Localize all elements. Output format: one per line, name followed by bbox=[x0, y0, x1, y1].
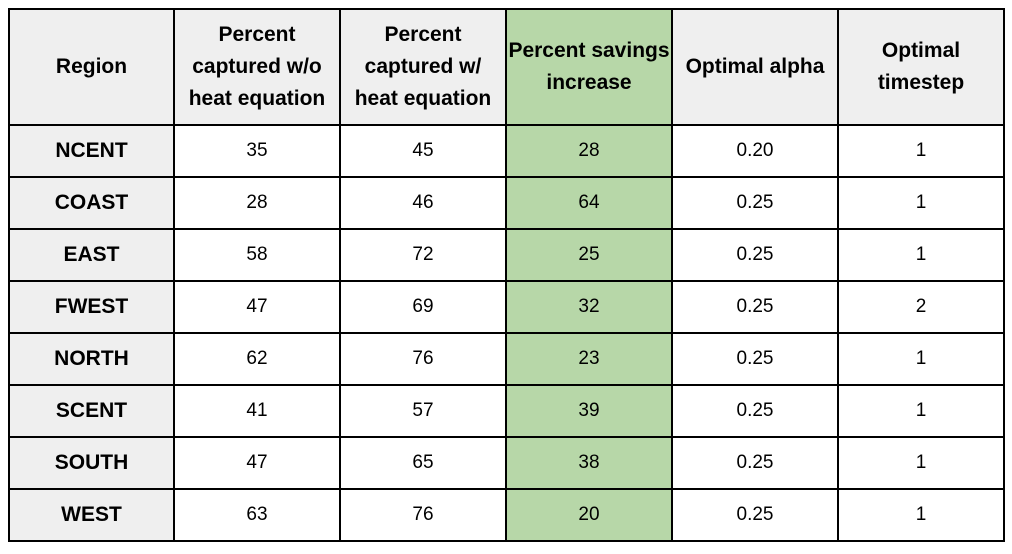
table-row: SCENT 41 57 39 0.25 1 bbox=[8, 384, 1005, 438]
savings-increase-cell: 20 bbox=[505, 488, 673, 542]
savings-increase-cell: 32 bbox=[505, 280, 673, 334]
captured-with-cell: 65 bbox=[339, 436, 507, 490]
captured-with-cell: 46 bbox=[339, 176, 507, 230]
optimal-alpha-cell: 0.25 bbox=[671, 280, 839, 334]
optimal-alpha-cell: 0.25 bbox=[671, 488, 839, 542]
captured-without-cell: 63 bbox=[173, 488, 341, 542]
header-optimal-alpha: Optimal alpha bbox=[671, 8, 839, 126]
captured-without-cell: 58 bbox=[173, 228, 341, 282]
optimal-timestep-cell: 1 bbox=[837, 124, 1005, 178]
region-cell: COAST bbox=[8, 176, 175, 230]
region-cell: SCENT bbox=[8, 384, 175, 438]
optimal-timestep-cell: 2 bbox=[837, 280, 1005, 334]
optimal-timestep-cell: 1 bbox=[837, 176, 1005, 230]
savings-increase-cell: 23 bbox=[505, 332, 673, 386]
captured-without-cell: 62 bbox=[173, 332, 341, 386]
optimal-timestep-cell: 1 bbox=[837, 436, 1005, 490]
savings-increase-cell: 25 bbox=[505, 228, 673, 282]
captured-with-cell: 69 bbox=[339, 280, 507, 334]
captured-without-cell: 41 bbox=[173, 384, 341, 438]
table-row: COAST 28 46 64 0.25 1 bbox=[8, 176, 1005, 230]
region-cell: EAST bbox=[8, 228, 175, 282]
header-row: Region Percent captured w/o heat equatio… bbox=[8, 8, 1005, 126]
header-optimal-timestep: Optimal timestep bbox=[837, 8, 1005, 126]
region-cell: SOUTH bbox=[8, 436, 175, 490]
optimal-timestep-cell: 1 bbox=[837, 384, 1005, 438]
table-row: NORTH 62 76 23 0.25 1 bbox=[8, 332, 1005, 386]
captured-without-cell: 28 bbox=[173, 176, 341, 230]
captured-with-cell: 72 bbox=[339, 228, 507, 282]
table-row: WEST 63 76 20 0.25 1 bbox=[8, 488, 1005, 542]
savings-increase-cell: 39 bbox=[505, 384, 673, 438]
optimal-alpha-cell: 0.20 bbox=[671, 124, 839, 178]
region-cell: NCENT bbox=[8, 124, 175, 178]
table-row: NCENT 35 45 28 0.20 1 bbox=[8, 124, 1005, 178]
savings-increase-cell: 28 bbox=[505, 124, 673, 178]
optimal-alpha-cell: 0.25 bbox=[671, 176, 839, 230]
header-percent-savings-increase: Percent savings increase bbox=[505, 8, 673, 126]
table-row: FWEST 47 69 32 0.25 2 bbox=[8, 280, 1005, 334]
savings-increase-cell: 64 bbox=[505, 176, 673, 230]
optimal-alpha-cell: 0.25 bbox=[671, 332, 839, 386]
captured-without-cell: 35 bbox=[173, 124, 341, 178]
results-table: Region Percent captured w/o heat equatio… bbox=[8, 8, 1005, 542]
region-cell: WEST bbox=[8, 488, 175, 542]
captured-with-cell: 45 bbox=[339, 124, 507, 178]
optimal-timestep-cell: 1 bbox=[837, 228, 1005, 282]
table-row: SOUTH 47 65 38 0.25 1 bbox=[8, 436, 1005, 490]
header-percent-captured-with-heat-equation: Percent captured w/ heat equation bbox=[339, 8, 507, 126]
header-percent-captured-without-heat-equation: Percent captured w/o heat equation bbox=[173, 8, 341, 126]
optimal-timestep-cell: 1 bbox=[837, 332, 1005, 386]
region-cell: NORTH bbox=[8, 332, 175, 386]
captured-with-cell: 76 bbox=[339, 488, 507, 542]
region-cell: FWEST bbox=[8, 280, 175, 334]
header-region: Region bbox=[8, 8, 175, 126]
captured-with-cell: 57 bbox=[339, 384, 507, 438]
optimal-alpha-cell: 0.25 bbox=[671, 228, 839, 282]
captured-without-cell: 47 bbox=[173, 280, 341, 334]
table-row: EAST 58 72 25 0.25 1 bbox=[8, 228, 1005, 282]
captured-with-cell: 76 bbox=[339, 332, 507, 386]
captured-without-cell: 47 bbox=[173, 436, 341, 490]
optimal-timestep-cell: 1 bbox=[837, 488, 1005, 542]
optimal-alpha-cell: 0.25 bbox=[671, 384, 839, 438]
savings-increase-cell: 38 bbox=[505, 436, 673, 490]
optimal-alpha-cell: 0.25 bbox=[671, 436, 839, 490]
